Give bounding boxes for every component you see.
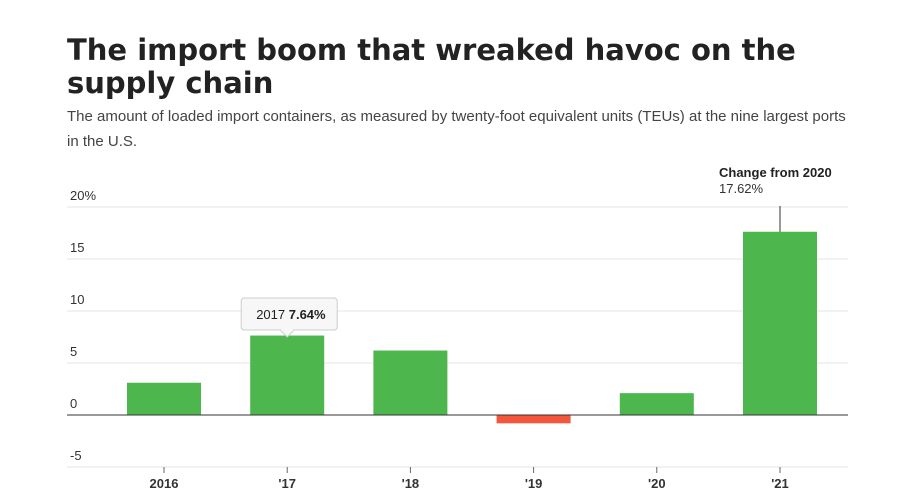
x-tick-label: '18 [402, 476, 420, 491]
x-tick-label: 2016 [150, 476, 179, 491]
x-axis-labels: 2016 '17 '18 '19 '20 '21 [150, 467, 789, 491]
bars [67, 231, 848, 424]
bar [743, 231, 817, 415]
x-tick-label: '20 [648, 476, 666, 491]
annotation-title: Change from 2020 [719, 165, 832, 180]
y-tick-label: 10 [70, 292, 84, 307]
x-tick-label: '17 [278, 476, 296, 491]
x-tick-label: '21 [771, 476, 789, 491]
grid-lines: 20% 15 10 5 0 -5 [67, 188, 848, 468]
y-tick-label: -5 [70, 448, 82, 463]
y-tick-label: 5 [70, 344, 77, 359]
chart-subtitle: The amount of loaded import containers, … [67, 108, 846, 150]
tooltip-pointer [279, 329, 295, 338]
chart-title: The import boom that wreaked havoc on th… [67, 33, 796, 100]
y-tick-label: 15 [70, 240, 84, 255]
tooltip-value: 7.64% [289, 307, 326, 322]
bar [127, 382, 201, 415]
bar [619, 393, 694, 415]
bar [373, 350, 448, 415]
annotation-value: 17.62% [719, 181, 764, 196]
tooltip-text: 2017 7.64% [256, 307, 326, 322]
bar [250, 335, 325, 415]
y-tick-label: 20% [70, 188, 96, 203]
x-tick-label: '19 [525, 476, 543, 491]
bar [496, 415, 571, 424]
y-tick-label: 0 [70, 396, 77, 411]
tooltip-label: 2017 [256, 307, 289, 322]
tooltip: 2017 7.64% [240, 297, 338, 338]
